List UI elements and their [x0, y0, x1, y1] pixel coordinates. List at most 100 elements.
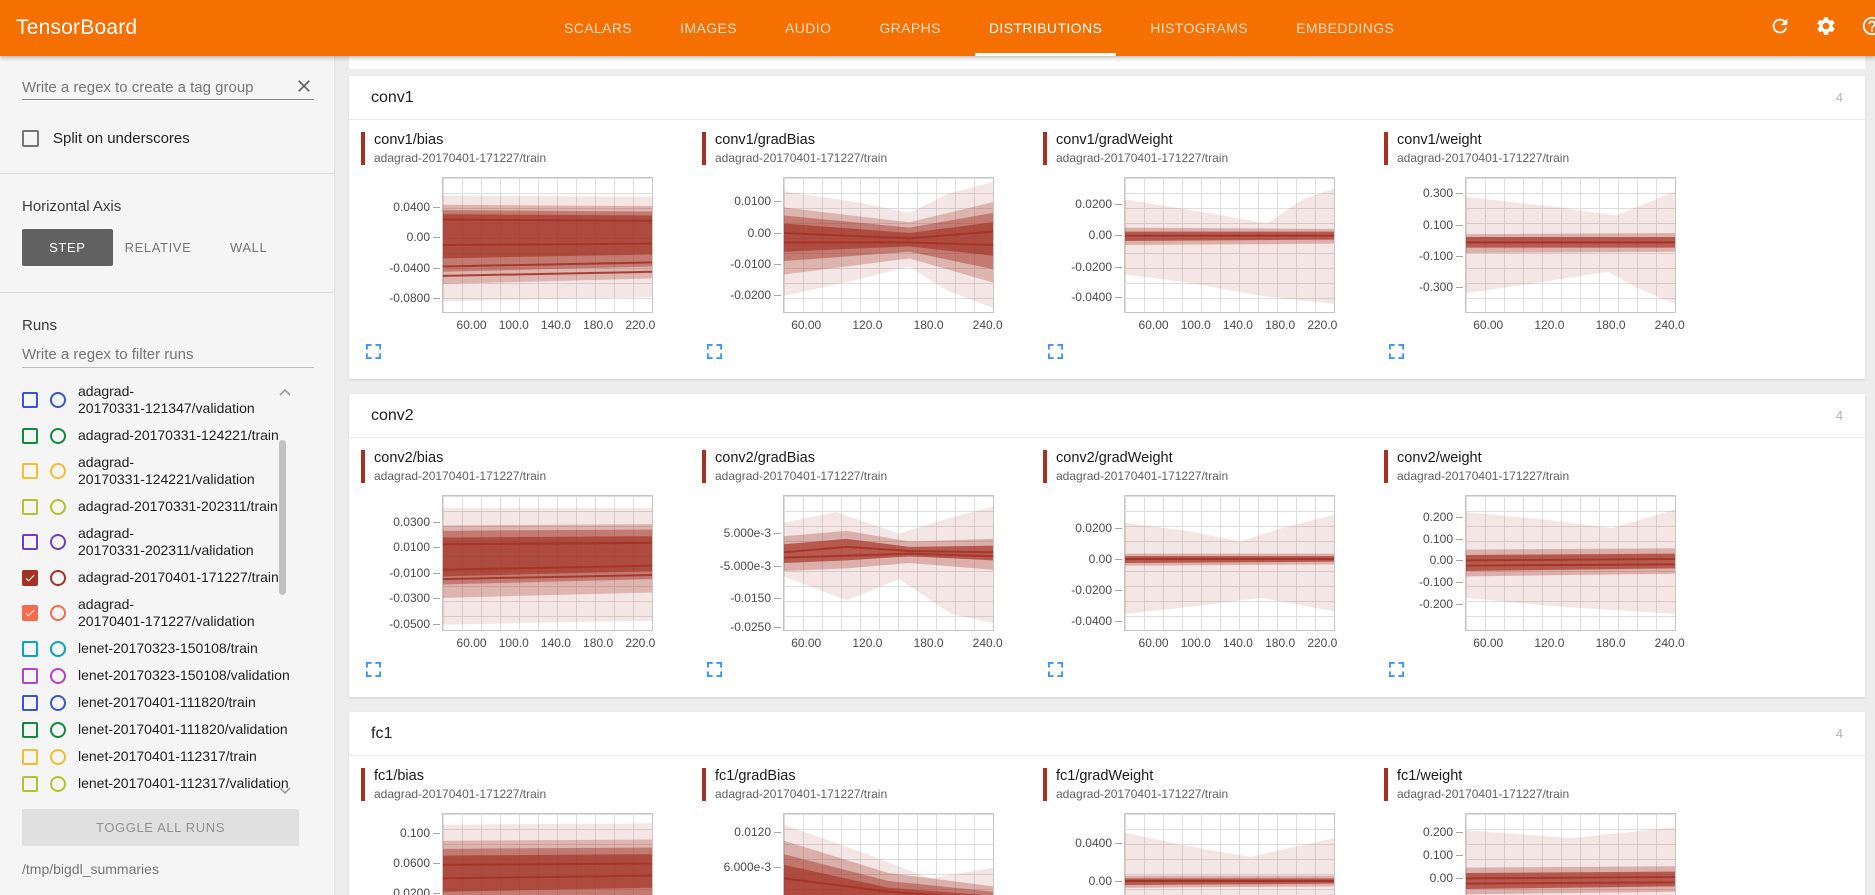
expand-chart-icon[interactable]	[364, 343, 382, 361]
run-item[interactable]: lenet-20170401-111820/train	[22, 689, 314, 716]
settings-icon[interactable]	[1815, 15, 1837, 42]
run-item[interactable]: adagrad-20170331-124221/train	[22, 422, 314, 449]
distribution-plot[interactable]	[442, 813, 653, 895]
distribution-plot[interactable]	[783, 495, 994, 631]
run-radio-button[interactable]	[50, 775, 66, 792]
run-radio-button[interactable]	[50, 605, 66, 621]
x-axis: 60.00 120.0 180.0 240.0	[1465, 631, 1684, 653]
run-checkbox[interactable]	[22, 775, 38, 792]
close-icon[interactable]	[294, 76, 314, 96]
section-header[interactable]: conv1 4	[349, 76, 1865, 120]
expand-chart-icon[interactable]	[705, 661, 723, 679]
run-item[interactable]: lenet-20170323-150108/validation	[22, 662, 314, 689]
run-radio-button[interactable]	[50, 463, 66, 479]
run-label: adagrad- 20170331-202311/validation	[78, 525, 254, 558]
axis-option-wall[interactable]: WALL	[203, 229, 294, 266]
split-underscores-checkbox[interactable]	[22, 130, 39, 147]
run-item[interactable]: lenet-20170401-112317/validation	[22, 770, 314, 797]
run-checkbox[interactable]	[22, 748, 38, 765]
chart-card: fc1/bias adagrad-20170401-171227/train 0.1…	[361, 762, 702, 895]
chart-run-subtitle: adagrad-20170401-171227/train	[715, 151, 888, 165]
distribution-plot[interactable]	[1124, 813, 1335, 895]
run-item[interactable]: lenet-20170401-112317/train	[22, 743, 314, 770]
tab-scalars[interactable]: SCALARS	[564, 20, 633, 36]
runs-scrollbar-thumb[interactable]	[279, 440, 286, 595]
chart-title: conv1/weight	[1397, 132, 1482, 148]
run-item[interactable]: lenet-20170323-150108/train	[22, 635, 314, 662]
distribution-plot[interactable]	[1465, 495, 1676, 631]
tab-distributions[interactable]: DISTRIBUTIONS	[965, 0, 1126, 56]
x-axis: 60.00 120.0 180.0 240.0	[783, 313, 1002, 335]
runs-scroll-up-icon[interactable]	[278, 384, 292, 396]
tab-images[interactable]: IMAGES	[680, 20, 738, 36]
refresh-icon[interactable]	[1769, 15, 1791, 42]
run-radio-button[interactable]	[50, 694, 66, 711]
run-item[interactable]: adagrad- 20170331-124221/validation	[22, 449, 314, 493]
run-checkbox[interactable]	[22, 667, 38, 684]
run-checkbox[interactable]	[22, 427, 38, 444]
chart-card: conv1/bias adagrad-20170401-171227/train 0…	[361, 126, 702, 365]
axis-option-relative[interactable]: RELATIVE	[113, 229, 204, 266]
run-radio-button[interactable]	[50, 569, 66, 586]
distribution-plot[interactable]	[1465, 177, 1676, 313]
x-tick-label: 120.0	[1534, 318, 1565, 332]
help-icon[interactable]	[1861, 15, 1875, 42]
run-checkbox[interactable]	[22, 534, 38, 550]
runs-scroll-down-icon[interactable]	[278, 783, 292, 795]
tag-regex-input[interactable]	[22, 79, 294, 96]
run-radio-button[interactable]	[50, 748, 66, 765]
run-checkbox[interactable]	[22, 392, 38, 408]
distribution-plot[interactable]	[442, 177, 653, 313]
run-checkbox[interactable]	[22, 498, 38, 515]
run-item[interactable]: adagrad-20170401-171227/train	[22, 564, 314, 591]
split-underscores-row[interactable]: Split on underscores	[22, 130, 314, 147]
tab-histograms[interactable]: HISTOGRAMS	[1150, 20, 1249, 36]
y-tick-label: -0.0300	[389, 591, 440, 606]
chart-title: fc1/weight	[1397, 768, 1463, 784]
run-checkbox[interactable]	[22, 605, 38, 621]
tab-embeddings[interactable]: EMBEDDINGS	[1296, 20, 1395, 36]
axis-option-step[interactable]: STEP	[22, 229, 113, 266]
run-item[interactable]: adagrad- 20170331-121347/validation	[22, 378, 314, 422]
run-checkbox[interactable]	[22, 721, 38, 738]
run-checkbox[interactable]	[22, 640, 38, 657]
expand-chart-icon[interactable]	[364, 661, 382, 679]
run-checkbox[interactable]	[22, 694, 38, 711]
x-tick-label: 140.0	[1222, 636, 1253, 650]
run-radio-button[interactable]	[50, 498, 66, 515]
distribution-plot[interactable]	[442, 495, 653, 631]
distribution-plot[interactable]	[783, 813, 994, 895]
run-item[interactable]: adagrad-20170331-202311/train	[22, 493, 314, 520]
y-axis: 0.0200 0.00 -0.0200 -0.0400	[1043, 177, 1124, 313]
run-radio-button[interactable]	[50, 640, 66, 657]
section-header[interactable]: conv2 4	[349, 394, 1865, 438]
expand-chart-icon[interactable]	[705, 343, 723, 361]
expand-chart-icon[interactable]	[1046, 661, 1064, 679]
app-title: TensorBoard	[16, 16, 138, 39]
run-label: lenet-20170401-111820/validation	[78, 721, 288, 737]
run-checkbox[interactable]	[22, 463, 38, 479]
run-radio-button[interactable]	[50, 427, 66, 444]
expand-chart-icon[interactable]	[1387, 661, 1405, 679]
run-item[interactable]: adagrad- 20170401-171227/validation	[22, 591, 314, 635]
app-header: TensorBoard SCALARS IMAGES AUDIO GRAPHS DIST…	[0, 0, 1875, 56]
distribution-plot[interactable]	[783, 177, 994, 313]
expand-chart-icon[interactable]	[1387, 343, 1405, 361]
run-radio-button[interactable]	[50, 721, 66, 738]
run-radio-button[interactable]	[50, 392, 66, 408]
section-header[interactable]: fc1 4	[349, 712, 1865, 756]
distribution-plot[interactable]	[1124, 495, 1335, 631]
distribution-plot[interactable]	[1124, 177, 1335, 313]
tab-audio[interactable]: AUDIO	[785, 20, 832, 36]
run-checkbox[interactable]	[22, 569, 38, 586]
toggle-all-runs-button[interactable]: TOGGLE ALL RUNS	[22, 809, 299, 846]
run-item[interactable]: adagrad- 20170331-202311/validation	[22, 520, 314, 564]
run-item[interactable]: lenet-20170401-111820/validation	[22, 716, 314, 743]
run-radio-button[interactable]	[50, 667, 66, 684]
distribution-plot[interactable]	[1465, 813, 1676, 895]
run-radio-button[interactable]	[50, 534, 66, 550]
run-label: adagrad-20170401-171227/train	[78, 569, 279, 585]
expand-chart-icon[interactable]	[1046, 343, 1064, 361]
runs-regex-input[interactable]	[22, 346, 314, 363]
tab-graphs[interactable]: GRAPHS	[879, 20, 941, 36]
